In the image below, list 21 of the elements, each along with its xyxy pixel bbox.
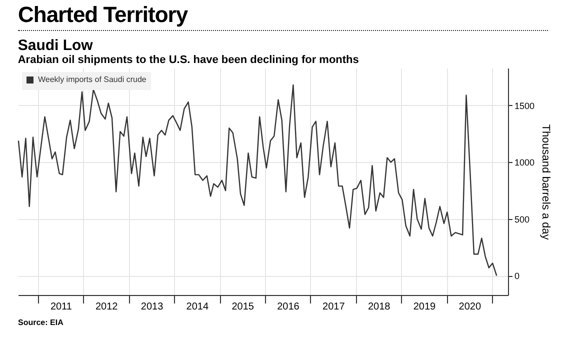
x-tick-label: 2013 bbox=[140, 302, 164, 312]
x-tick-label: 2011 bbox=[50, 302, 72, 312]
x-tick-label: 2015 bbox=[232, 302, 254, 312]
chart-subtitle: Arabian oil shipments to the U.S. have been declining for months bbox=[18, 54, 359, 66]
x-tick-label: 2012 bbox=[95, 302, 118, 312]
y-tick-label: 1500 bbox=[514, 100, 535, 111]
source-note: Source: EIA bbox=[18, 318, 64, 327]
y-tick-label: 1000 bbox=[514, 158, 535, 168]
x-tick-label: 2020 bbox=[458, 302, 482, 312]
y-tick-label: 500 bbox=[514, 214, 530, 224]
x-tick-label: 2019 bbox=[413, 302, 436, 312]
x-tick-label: 2017 bbox=[322, 302, 346, 312]
text: Charted Territory bbox=[18, 2, 548, 31]
x-tick-label: 2016 bbox=[277, 302, 300, 312]
x-tick-label: 2018 bbox=[368, 302, 391, 312]
x-tick-label: 2014 bbox=[186, 302, 209, 312]
chart-title: Saudi Low bbox=[18, 37, 94, 54]
legend-label: Weekly imports of Saudi crude bbox=[38, 75, 147, 84]
y-axis-title: Thousand barrels a day bbox=[540, 124, 552, 240]
y-tick-label: 0 bbox=[514, 271, 520, 282]
line-series bbox=[18, 84, 498, 276]
